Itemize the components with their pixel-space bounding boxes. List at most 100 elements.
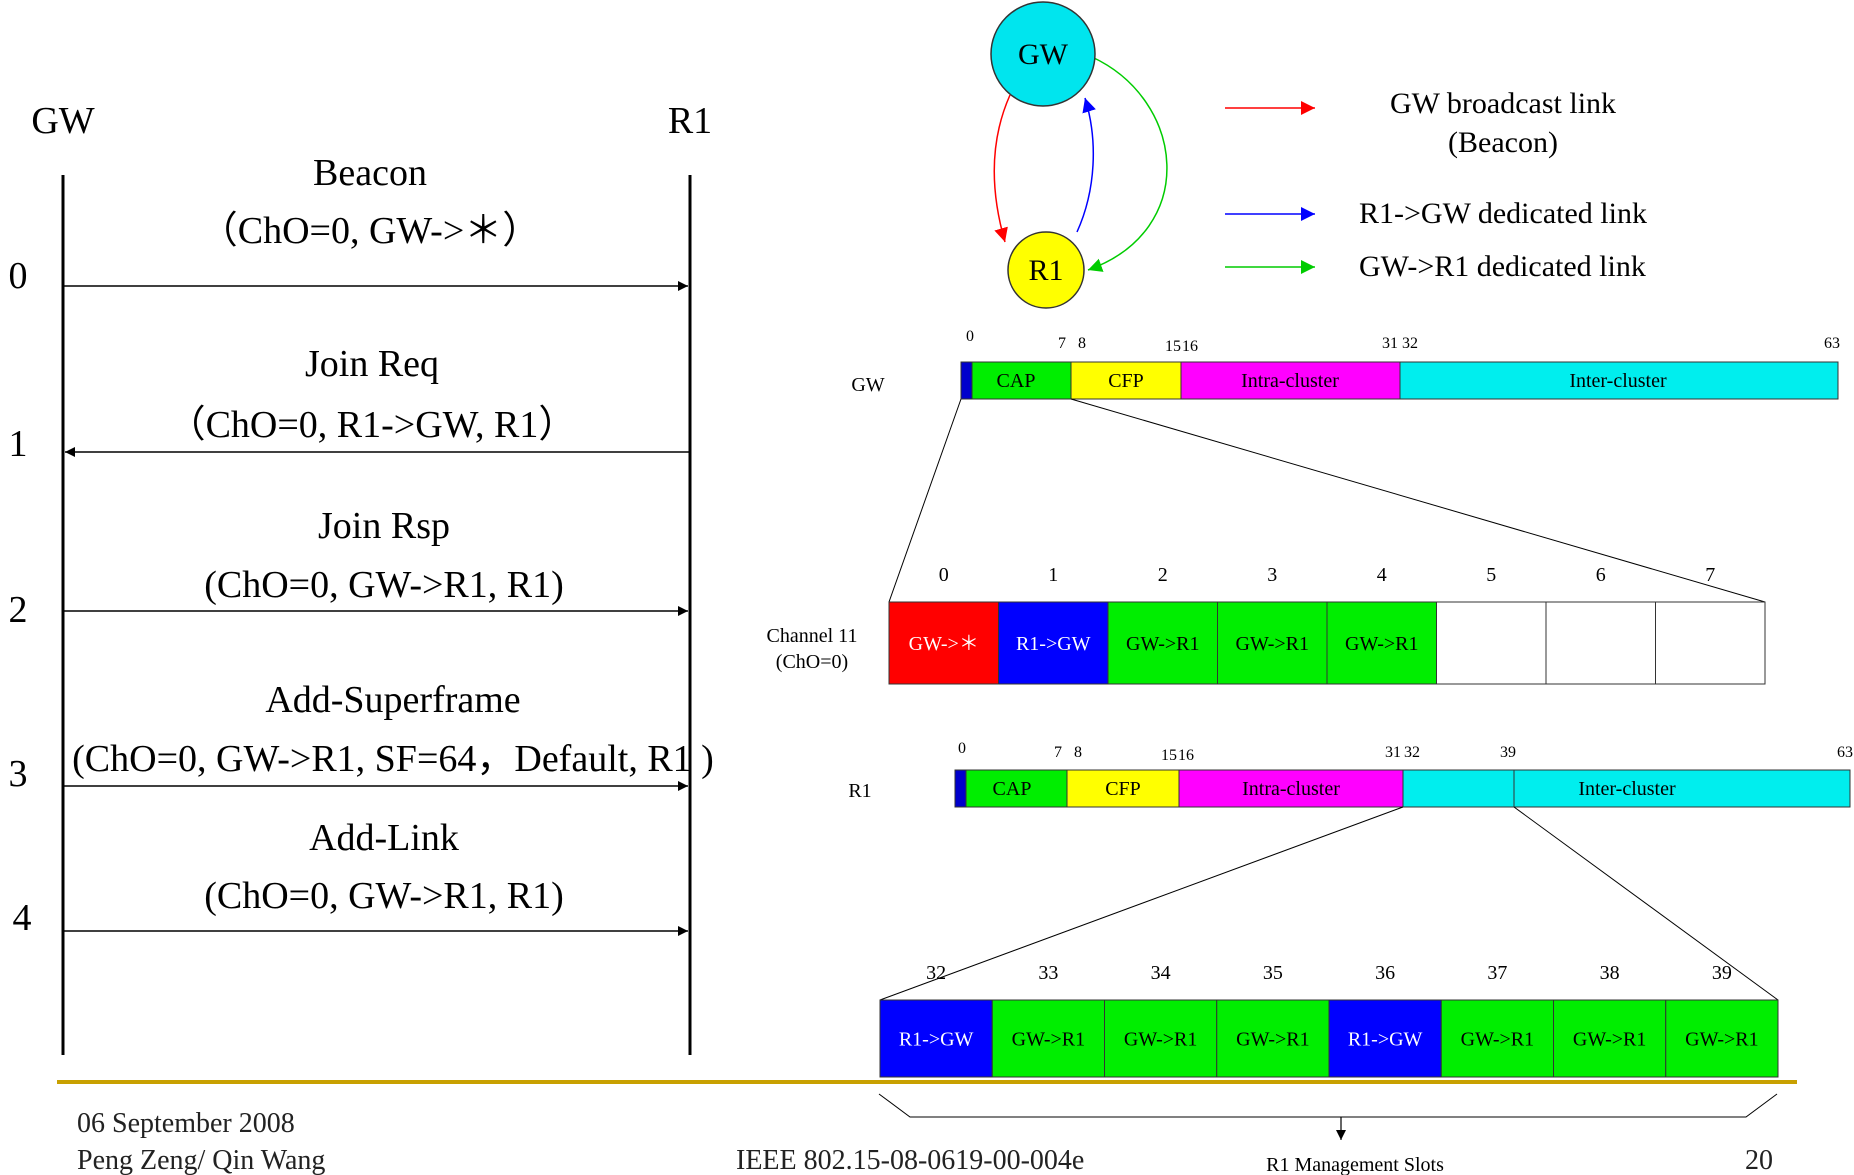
slot-label: GW->R1 bbox=[1236, 1029, 1310, 1051]
slot-tick: 8 bbox=[1074, 744, 1082, 761]
segment-intra-cluster bbox=[1180, 361, 1401, 400]
step-number: 3 bbox=[9, 753, 28, 795]
slot-tick: 15 bbox=[1161, 747, 1177, 764]
segment-cfp bbox=[1070, 361, 1182, 400]
segment-intra-cluster bbox=[1178, 769, 1404, 808]
segment-label: Inter-cluster bbox=[1569, 370, 1667, 392]
mgmt-slots-bracket bbox=[878, 1093, 1778, 1118]
message-title: Join Rsp bbox=[318, 505, 450, 547]
broadcast-link-edge bbox=[993, 94, 1011, 243]
footer-page-number: 20 bbox=[1745, 1145, 1773, 1175]
message-detail: (ChO=0, GW->R1, R1) bbox=[204, 564, 564, 606]
legend-broadcast-sublabel: (Beacon) bbox=[1448, 126, 1558, 159]
slot-tick: 0 bbox=[966, 328, 974, 345]
slot-cell bbox=[1436, 601, 1547, 685]
slot-cell bbox=[1107, 601, 1218, 685]
footer-doc-id: IEEE 802.15-08-0619-00-004e bbox=[736, 1145, 1085, 1175]
segment-label: Intra-cluster bbox=[1241, 370, 1339, 392]
legend-broadcast-label: GW broadcast link bbox=[1390, 87, 1616, 120]
gw-lifeline-label: GW bbox=[31, 100, 94, 142]
segment-label: Intra-cluster bbox=[1242, 778, 1340, 800]
slot-label: GW->R1 bbox=[1012, 1029, 1086, 1051]
slot-cell bbox=[991, 999, 1105, 1078]
mgmt-slots: R1->GW 32 GW->R1 33 GW->R1 34 GW->R1 35 R1->GW 36… bbox=[878, 962, 1779, 1175]
step-number: 4 bbox=[13, 897, 32, 939]
slot-number: 1 bbox=[1048, 564, 1058, 586]
slot-number: 37 bbox=[1487, 962, 1507, 984]
slot-label: GW->R1 bbox=[1461, 1029, 1535, 1051]
slot-tick: 8 bbox=[1078, 335, 1086, 352]
zoom-line bbox=[888, 398, 962, 603]
r1-superframe-row-label: R1 bbox=[848, 780, 871, 802]
slot-cell bbox=[1545, 601, 1656, 685]
gw-node-label: GW bbox=[1018, 38, 1069, 71]
slot-tick: 32 bbox=[1402, 335, 1418, 352]
message-title: Add-Link bbox=[309, 817, 459, 859]
slot-number: 7 bbox=[1705, 564, 1715, 586]
slot-number: 6 bbox=[1596, 564, 1606, 586]
slot-label: GW->＊ bbox=[909, 633, 979, 655]
legend: GW broadcast link (Beacon) R1->GW dedica… bbox=[1225, 87, 1647, 283]
slot-label: GW->R1 bbox=[1345, 633, 1419, 655]
segment-label: CFP bbox=[1108, 370, 1144, 392]
segment-beacon bbox=[954, 769, 967, 808]
channel-slot-cells: GW->＊ 0 R1->GW 1 GW->R1 2 GW->R1 3 GW->R1 4 5 6 7 bbox=[888, 564, 1766, 685]
slot-number: 39 bbox=[1712, 962, 1732, 984]
gw-r1-link-edge bbox=[1087, 56, 1168, 272]
slot-cell bbox=[1655, 601, 1766, 685]
slot-tick: 63 bbox=[1837, 744, 1853, 761]
slot-number: 5 bbox=[1486, 564, 1496, 586]
segment-cap bbox=[965, 769, 1068, 808]
slot-cell bbox=[879, 999, 993, 1078]
segment-cfp bbox=[1066, 769, 1180, 808]
slot-cell bbox=[1440, 999, 1554, 1078]
r1-gw-link-edge bbox=[1076, 97, 1096, 233]
slot-tick: 16 bbox=[1178, 747, 1194, 764]
zoom-line bbox=[1513, 806, 1779, 1001]
slot-label: R1->GW bbox=[1016, 633, 1091, 655]
slot-cell bbox=[1217, 601, 1328, 685]
channel-sublabel: (ChO=0) bbox=[776, 651, 848, 673]
slot-cell bbox=[888, 601, 999, 685]
slot-tick: 31 bbox=[1382, 335, 1398, 352]
gw-superframe: GW 0 7 8 15 16 31 32 63 CAP CFP Intra-cl… bbox=[851, 328, 1840, 400]
slot-number: 34 bbox=[1151, 962, 1171, 984]
slot-number: 3 bbox=[1267, 564, 1277, 586]
slot-number: 2 bbox=[1158, 564, 1168, 586]
sequence-diagram: GW R1 0 1 2 3 4 Beacon （ChO=0, GW->＊） Jo… bbox=[9, 100, 714, 1055]
step-number: 2 bbox=[9, 589, 28, 631]
message-detail: (ChO=0, GW->R1, R1) bbox=[204, 875, 564, 917]
slot-tick: 63 bbox=[1824, 335, 1840, 352]
legend-r1-gw-label: R1->GW dedicated link bbox=[1359, 197, 1647, 230]
segment-label: CAP bbox=[997, 370, 1036, 392]
slot-label: GW->R1 bbox=[1685, 1029, 1759, 1051]
r1-superframe: R1 0 7 8 15 16 31 32 39 63 CAP CFP Intra… bbox=[848, 740, 1853, 808]
slot-label: R1->GW bbox=[899, 1029, 974, 1051]
slot-number: 32 bbox=[926, 962, 946, 984]
mgmt-slot-cells: R1->GW 32 GW->R1 33 GW->R1 34 GW->R1 35 R1->GW 36… bbox=[879, 962, 1779, 1078]
footer-authors: Peng Zeng/ Qin Wang bbox=[77, 1145, 326, 1175]
slot-label: GW->R1 bbox=[1124, 1029, 1198, 1051]
zoom-line bbox=[1070, 398, 1766, 603]
segment-label: CFP bbox=[1105, 778, 1141, 800]
message-title: Add-Superframe bbox=[265, 679, 520, 721]
r1-node-label: R1 bbox=[1028, 254, 1063, 287]
slot-number: 38 bbox=[1600, 962, 1620, 984]
gw-superframe-row-label: GW bbox=[851, 374, 884, 396]
slot-cell bbox=[1665, 999, 1779, 1078]
slot-tick: 39 bbox=[1500, 744, 1516, 761]
slot-number: 4 bbox=[1377, 564, 1387, 586]
legend-gw-r1-label: GW->R1 dedicated link bbox=[1359, 250, 1646, 283]
slot-tick: 15 bbox=[1165, 338, 1181, 355]
slot-number: 0 bbox=[939, 564, 949, 586]
slot-label: GW->R1 bbox=[1236, 633, 1310, 655]
segment-inter-cluster bbox=[1399, 361, 1839, 400]
slot-number: 36 bbox=[1375, 962, 1395, 984]
step-number: 0 bbox=[9, 255, 28, 297]
message-title: Join Req bbox=[305, 343, 439, 385]
segment-mgmt bbox=[1402, 769, 1515, 808]
slot-cell bbox=[1326, 601, 1437, 685]
slot-label: R1->GW bbox=[1348, 1029, 1423, 1051]
